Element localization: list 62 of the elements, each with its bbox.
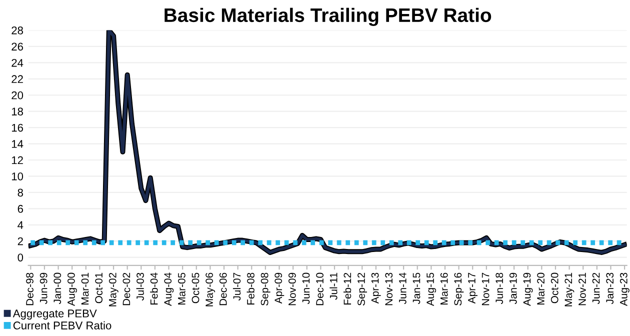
x-tick-label: Nov-09 — [288, 272, 296, 306]
x-tick-label: Mar-01 — [81, 272, 89, 305]
x-tick-label: Dec-98 — [26, 272, 34, 306]
x-tick-label: Feb-08 — [246, 272, 254, 305]
x-tick-label: Jan-23 — [606, 272, 614, 304]
y-tick-label: 0 — [18, 254, 24, 262]
x-tick-label: Jun-22 — [592, 272, 600, 304]
x-tick-label: Mar-20 — [537, 272, 544, 305]
x-tick-label: Jan-19 — [509, 272, 517, 304]
y-tick-label: 14 — [12, 140, 24, 148]
x-tick-label: Jun-14 — [399, 272, 406, 304]
x-tick-label: Jan-15 — [412, 272, 420, 304]
x-tick-label: Dec-10 — [316, 272, 324, 306]
y-tick-label: 20 — [12, 91, 24, 100]
y-tick-label: 22 — [12, 75, 23, 83]
x-tick-label: Feb-04 — [150, 272, 158, 305]
x-tick-label: Apr-09 — [274, 272, 284, 304]
y-tick-label: 2 — [18, 237, 23, 246]
x-tick-label: Oct-05 — [192, 272, 200, 304]
y-tick-label: 10 — [12, 172, 24, 180]
y-tick-label: 28 — [12, 26, 24, 34]
x-tick-label: Aug-23 — [620, 272, 630, 306]
y-tick-label: 24 — [12, 58, 24, 67]
y-tick-label: 8 — [18, 188, 24, 197]
x-tick-label: Aug-00 — [68, 272, 77, 306]
x-tick-label: Jun-10 — [302, 272, 310, 304]
x-tick-label: May-06 — [206, 272, 216, 306]
x-tick-label: Jan-00 — [54, 272, 62, 304]
legend-label: Aggregate PEBV — [12, 310, 97, 320]
x-tick-label: Jun-99 — [40, 272, 48, 304]
y-tick-label: 4 — [18, 221, 24, 229]
x-tick-label: Sep-08 — [260, 272, 270, 306]
x-tick-label: Mar-16 — [440, 272, 448, 305]
x-tick-label: Jun-18 — [496, 272, 504, 304]
x-tick-label: Apr-13 — [371, 272, 381, 304]
x-tick-label: Aug-19 — [523, 272, 533, 306]
x-tick-label: Mar-05 — [178, 272, 186, 305]
chart-title: Basic Materials Trailing PEBV Ratio — [164, 8, 492, 26]
x-tick-label: Nov-17 — [482, 272, 490, 306]
y-tick-label: 16 — [12, 124, 23, 132]
x-tick-label: May-21 — [564, 272, 574, 306]
y-tick-label: 26 — [12, 42, 23, 51]
x-tick-label: Oct-01 — [95, 272, 103, 304]
legend-label: Current PEBV Ratio — [13, 321, 112, 330]
x-tick-label: Jul-03 — [136, 272, 144, 301]
x-tick-label: Jul-11 — [330, 272, 338, 300]
x-tick-label: Oct-20 — [550, 272, 558, 304]
x-tick-label: Feb-12 — [343, 272, 352, 305]
x-tick-label: Aug-15 — [426, 272, 436, 306]
y-tick-label: 18 — [12, 108, 24, 116]
x-tick-label: Apr-17 — [468, 272, 478, 304]
x-tick-label: Sep-12 — [358, 272, 367, 306]
x-tick-label: Jul-07 — [232, 272, 241, 301]
x-tick-label: Dec-06 — [219, 272, 227, 306]
y-tick-label: 12 — [12, 156, 23, 164]
x-tick-label: Nov-21 — [578, 272, 586, 306]
x-tick-label: Aug-04 — [164, 272, 174, 306]
x-tick-label: Nov-13 — [385, 272, 393, 306]
y-tick-label: 6 — [18, 204, 23, 213]
x-tick-label: Dec-02 — [122, 272, 130, 306]
x-tick-label: May-02 — [108, 272, 118, 306]
x-tick-label: Sep-16 — [454, 272, 464, 306]
